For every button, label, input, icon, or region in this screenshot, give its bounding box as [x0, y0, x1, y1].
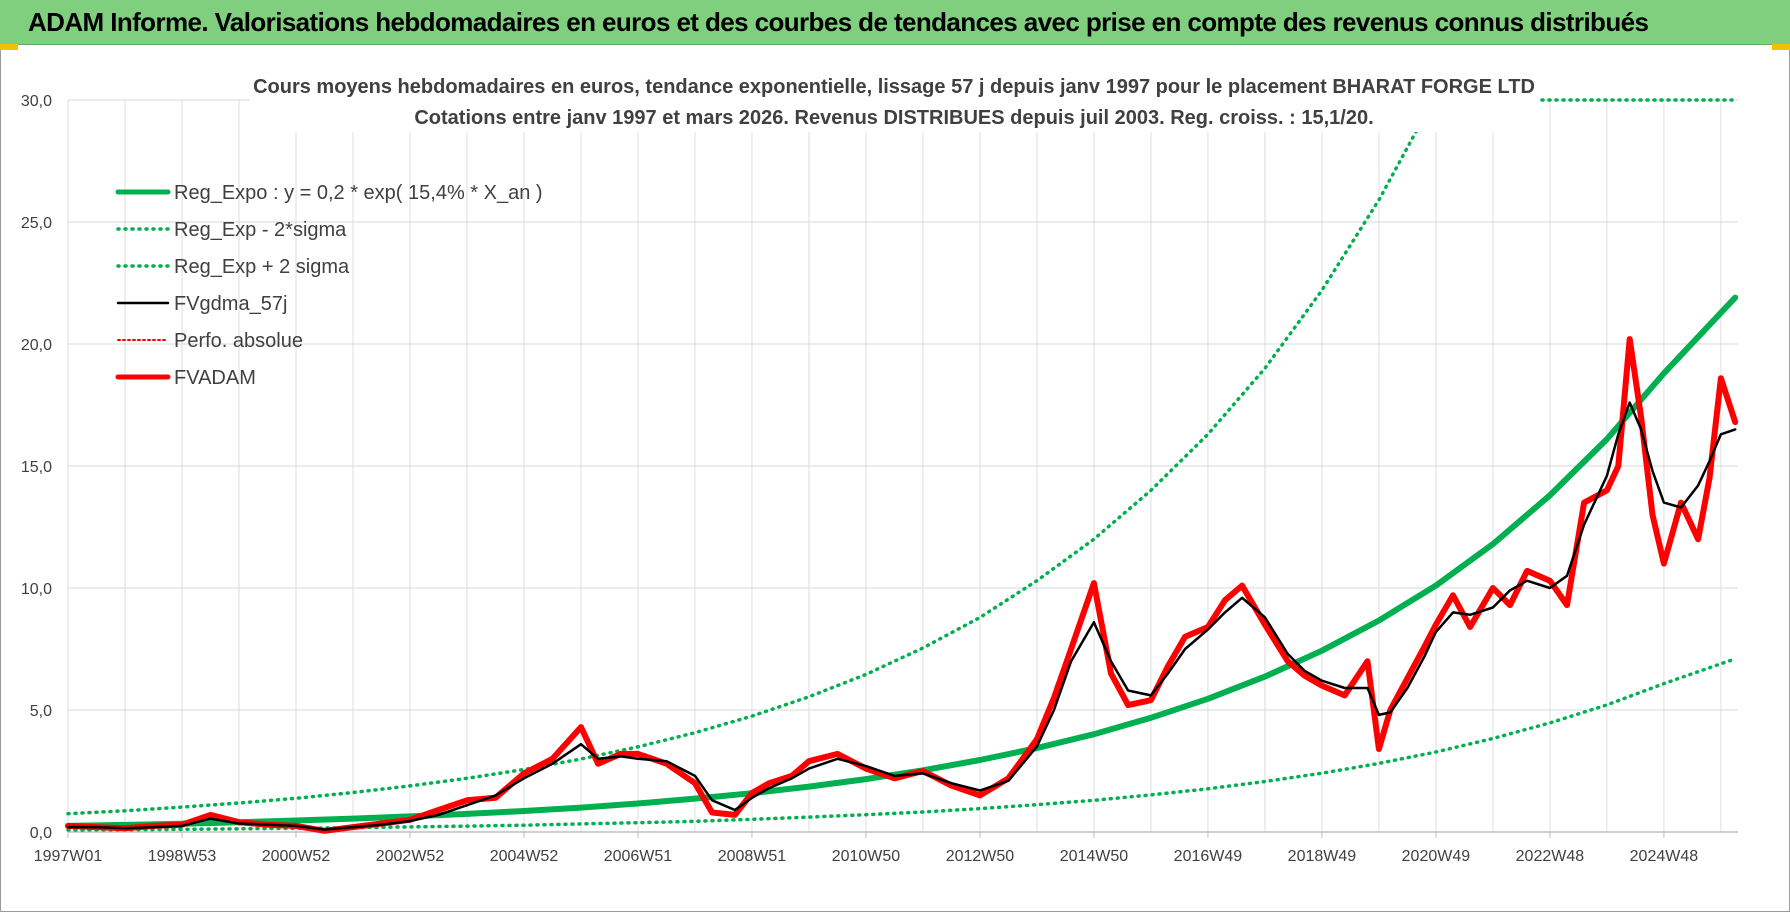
- x-axis: 1997W01 1998W53 2000W52 2002W52 2004W52 2006W…: [34, 831, 1738, 865]
- y-tick-label: 10,0: [21, 581, 52, 598]
- x-tick-label: 2012W50: [946, 848, 1015, 865]
- series-line-fvgdma-57j: [66, 401, 1737, 831]
- x-tick-label: 2004W52: [490, 848, 559, 865]
- legend-label-reg-exp-2-sigma: Reg_Exp - 2*sigma: [174, 219, 347, 241]
- y-axis: 0,0 5,0 10,0 15,0 20,0 25,0 30,0: [21, 93, 52, 842]
- legend-label-reg-exp-2-sigma: Reg_Exp + 2 sigma: [174, 256, 350, 278]
- chart-grid: [67, 99, 1738, 833]
- series-line-reg-exp-2-sigma: [66, 657, 1737, 832]
- chart-title-line1: Cours moyens hebdomadaires en euros, ten…: [253, 76, 1535, 98]
- legend-label-perfo-absolue: Perfo. absolue: [174, 330, 303, 352]
- x-tick-label: 1997W01: [34, 848, 103, 865]
- series-line-fvadam: [65, 336, 1739, 834]
- corner-mark-left: [0, 44, 18, 50]
- y-tick-label: 5,0: [30, 703, 52, 720]
- series-line-reg-exp-2-sigma: [66, 93, 1438, 816]
- report-banner: ADAM Informe. Valorisations hebdomadaire…: [0, 0, 1790, 45]
- x-tick-label: 2010W50: [832, 848, 901, 865]
- y-tick-label: 0,0: [30, 825, 52, 842]
- report-banner-title: ADAM Informe. Valorisations hebdomadaire…: [28, 7, 1649, 37]
- chart-title-background: [250, 70, 1540, 132]
- chart-title-line2: Cotations entre janv 1997 et mars 2026. …: [414, 107, 1373, 129]
- x-tick-label: 2016W49: [1174, 848, 1243, 865]
- x-tick-label: 2022W48: [1516, 848, 1585, 865]
- x-tick-label: 2018W49: [1288, 848, 1357, 865]
- series-line-reg-expo-y-0-2-exp-15-4-x-an: [65, 294, 1739, 829]
- x-tick-label: 2008W51: [718, 848, 787, 865]
- legend-label-reg-expo-y-0-2-exp-15-4-x-an: Reg_Expo : y = 0,2 * exp( 15,4% * X_an ): [174, 182, 543, 204]
- legend-label-fvgdma-57j: FVgdma_57j: [174, 293, 287, 315]
- y-tick-label: 25,0: [21, 215, 52, 232]
- x-tick-label: 1998W53: [148, 848, 217, 865]
- legend-label-fvadam: FVADAM: [174, 367, 256, 389]
- y-tick-label: 30,0: [21, 93, 52, 110]
- corner-mark-right: [1772, 44, 1790, 50]
- x-tick-label: 2014W50: [1060, 848, 1129, 865]
- x-tick-label: 2024W48: [1630, 848, 1699, 865]
- y-tick-label: 15,0: [21, 459, 52, 476]
- chart-series: [65, 93, 1740, 834]
- y-tick-label: 20,0: [21, 337, 52, 354]
- x-tick-label: 2002W52: [376, 848, 445, 865]
- x-tick-label: 2006W51: [604, 848, 673, 865]
- chart-legend: Reg_Expo : y = 0,2 * exp( 15,4% * X_an )…: [115, 182, 543, 389]
- x-tick-label: 2020W49: [1402, 848, 1471, 865]
- x-tick-label: 2000W52: [262, 848, 331, 865]
